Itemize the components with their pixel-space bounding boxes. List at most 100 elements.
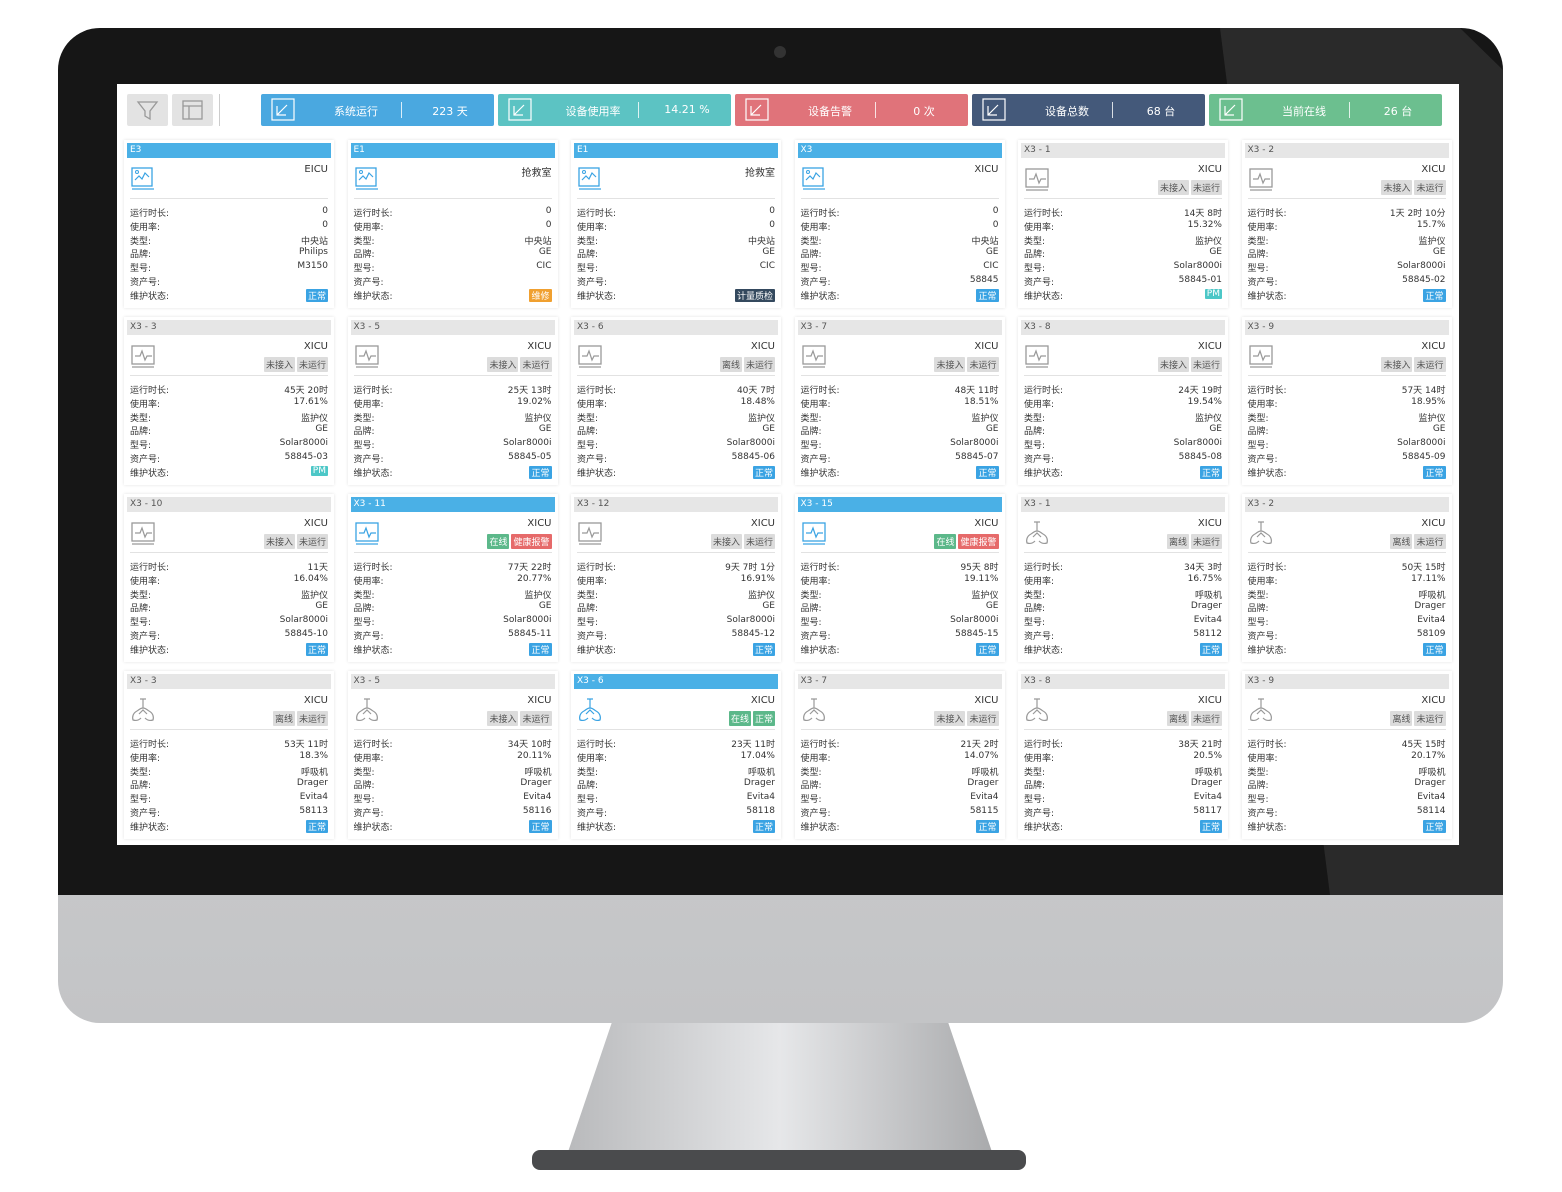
field-value: 77天 22时 [507, 563, 552, 573]
field-row: 类型: 监护仪 [1248, 411, 1446, 424]
maintenance-status: 正常 [976, 819, 999, 833]
field-value: GE [985, 601, 999, 612]
maintenance-status: 正常 [752, 642, 775, 656]
field-row: 运行时长: 11天 [130, 560, 328, 573]
device-card[interactable]: X3 - 12 XICU 未接入 未运行 运行时长: 9天 7时 1分 使用率: 16.91%… [571, 494, 781, 662]
device-card[interactable]: X3 - 1 XICU 离线 未运行 运行时长: 34天 3时 使用率: 16.75% 类型: 呼… [1018, 494, 1228, 662]
device-card[interactable]: X3 - 2 XICU 未接入 未运行 运行时长: 1天 2时 10分 使用率: 15.7% 类… [1241, 140, 1452, 308]
field-label: 类型: [577, 236, 599, 247]
stat-button[interactable]: 设备告警 0 次 [735, 94, 968, 126]
device-icon [354, 520, 380, 550]
field-label: 维护状态: [130, 645, 170, 656]
field-row: 品牌: Drager [1248, 601, 1446, 614]
device-card[interactable]: X3 - 8 XICU 离线 未运行 运行时长: 38天 21时 使用率: 20.5% 类型: 呼… [1018, 671, 1228, 839]
field-label: 维护状态: [1024, 822, 1064, 833]
field-value: Evita4 [1193, 615, 1222, 626]
device-card[interactable]: X3 XICU 运行时长: 0 使用率: 0 类型: 中央站 品牌: GE 型号: CIC 资产号: 58… [794, 140, 1005, 308]
field-label: 使用率: [1247, 576, 1278, 587]
tags: 离线 未运行 [719, 357, 775, 372]
field-label: 资产号: [353, 278, 384, 288]
field-value: Philips [298, 247, 328, 258]
card-header: E1 [350, 143, 555, 158]
divider [577, 375, 775, 376]
device-icon [130, 343, 156, 373]
device-card[interactable]: X3 - 15 XICU 在线 健康报警 运行时长: 95天 8时 使用率: 19.11% 类型… [794, 494, 1005, 662]
field-row: 运行时长: 57天 14时 [1248, 383, 1446, 396]
maintenance-status: 正常 [1199, 642, 1222, 656]
field-row: 类型: 呼吸机 [1248, 588, 1446, 601]
device-card[interactable]: X3 - 2 XICU 离线 未运行 运行时长: 50天 15时 使用率: 17.11% 类型:… [1241, 494, 1452, 662]
device-card[interactable]: E1 抢救室 运行时长: 0 使用率: 0 类型: 中央站 品牌: GE 型号: CIC 资产号: 维护状… [571, 140, 781, 308]
field-label: 运行时长: [1024, 563, 1064, 573]
maintenance-status: 正常 [752, 819, 775, 833]
device-card[interactable]: X3 - 3 XICU 离线 未运行 运行时长: 53天 11时 使用率: 18.3% 类型: 呼… [124, 671, 334, 839]
field-label: 型号: [130, 264, 152, 275]
field-label: 类型: [1024, 590, 1046, 601]
field-row: 资产号: [130, 275, 328, 288]
device-icon [1248, 343, 1274, 373]
field-row: 使用率: 0 [130, 220, 328, 233]
device-icon [1024, 343, 1050, 373]
device-card[interactable]: X3 - 7 XICU 未接入 未运行 运行时长: 21天 2时 使用率: 14.07% 类型:… [794, 671, 1005, 839]
field-value: CIC [536, 261, 552, 272]
field-value: 0 [322, 219, 328, 230]
field-label: 资产号: [130, 278, 161, 288]
device-card[interactable]: X3 - 9 XICU 未接入 未运行 运行时长: 57天 14时 使用率: 18.95% 类型… [1241, 317, 1452, 485]
field-value: 58845-10 [284, 629, 328, 639]
device-card[interactable]: X3 - 8 XICU 未接入 未运行 运行时长: 24天 19时 使用率: 19.54% 类型… [1018, 317, 1228, 485]
field-row: 型号: Evita4 [577, 792, 775, 805]
field-row: 类型: 呼吸机 [130, 765, 328, 778]
field-value: 58109 [1416, 629, 1446, 639]
device-card[interactable]: X3 - 10 XICU 未接入 未运行 运行时长: 11天 使用率: 16.04% 类型: 监护… [124, 494, 334, 662]
field-row: 运行时长: 24天 19时 [1024, 383, 1222, 396]
stat-button[interactable]: 设备使用率 14.21 % [498, 94, 731, 126]
field-row: 使用率: 0 [577, 220, 775, 233]
field-value: 58845-05 [508, 452, 552, 462]
field-label: 维护状态: [577, 822, 617, 833]
device-card[interactable]: X3 - 5 XICU 未接入 未运行 运行时长: 34天 10时 使用率: 20.11% 类型… [347, 671, 558, 839]
field-value: 95天 8时 [960, 563, 999, 573]
layout-button[interactable] [172, 94, 213, 126]
tags: 未接入 未运行 [1381, 357, 1446, 372]
field-row: 运行时长: 34天 3时 [1024, 560, 1222, 573]
field-row: 型号: Solar8000i [130, 438, 328, 451]
field-label: 类型: [577, 590, 599, 601]
filter-button[interactable] [127, 94, 168, 126]
maintenance-status: 正常 [1423, 642, 1446, 656]
device-icon [354, 697, 380, 727]
field-label: 资产号: [1024, 809, 1055, 819]
device-card[interactable]: X3 - 9 XICU 离线 未运行 运行时长: 45天 15时 使用率: 20.17% 类型:… [1241, 671, 1452, 839]
device-card[interactable]: X3 - 6 XICU 在线 正常 运行时长: 23天 11时 使用率: 17.04% 类型: 呼… [571, 671, 781, 839]
field-row: 类型: 监护仪 [801, 411, 999, 424]
field-label: 型号: [130, 441, 152, 452]
device-card[interactable]: X3 - 1 XICU 未接入 未运行 运行时长: 14天 8时 使用率: 15.32% 类型:… [1018, 140, 1228, 308]
field-value: 呼吸机 [1194, 767, 1222, 778]
location: XICU [1421, 164, 1446, 175]
device-card[interactable]: E1 抢救室 运行时长: 0 使用率: 0 类型: 中央站 品牌: GE 型号: CIC 资产号: 维护状… [347, 140, 558, 308]
field-row: 类型: 监护仪 [1024, 234, 1222, 247]
field-row: 使用率: 18.95% [1248, 397, 1446, 410]
separator [638, 102, 639, 118]
location: XICU [974, 695, 999, 706]
device-card[interactable]: X3 - 6 XICU 离线 未运行 运行时长: 40天 7时 使用率: 18.48% 类型: 监… [571, 317, 781, 485]
field-value: 监护仪 [1194, 236, 1222, 247]
field-label: 资产号: [800, 809, 831, 819]
field-label: 使用率: [1247, 399, 1278, 410]
field-label: 维护状态: [130, 822, 170, 833]
device-card[interactable]: E3 EICU 运行时长: 0 使用率: 0 类型: 中央站 品牌: Philips 型号: M315… [124, 140, 334, 308]
device-card[interactable]: X3 - 11 XICU 在线 健康报警 运行时长: 77天 22时 使用率: 20.77% 类… [347, 494, 558, 662]
stat-button[interactable]: 设备总数 68 台 [972, 94, 1205, 126]
device-card[interactable]: X3 - 3 XICU 未接入 未运行 运行时长: 45天 20时 使用率: 17.61% 类型… [124, 317, 334, 485]
field-row: 使用率: 16.75% [1024, 574, 1222, 587]
device-card[interactable]: X3 - 5 XICU 未接入 未运行 运行时长: 25天 13时 使用率: 19.02% 类型… [347, 317, 558, 485]
field-value: GE [538, 424, 552, 435]
field-value: 45天 15时 [1401, 740, 1446, 750]
status-tag: 正常 [752, 711, 775, 726]
status-tag: 未接入 [1381, 180, 1413, 195]
status-tag: 未接入 [710, 534, 742, 549]
stat-button[interactable]: 系统运行 223 天 [261, 94, 494, 126]
stat-button[interactable]: 当前在线 26 台 [1209, 94, 1442, 126]
device-card[interactable]: X3 - 7 XICU 未接入 未运行 运行时长: 48天 11时 使用率: 18.51% 类型… [794, 317, 1005, 485]
field-label: 使用率: [1024, 399, 1055, 410]
tags: 未接入 未运行 [263, 357, 328, 372]
